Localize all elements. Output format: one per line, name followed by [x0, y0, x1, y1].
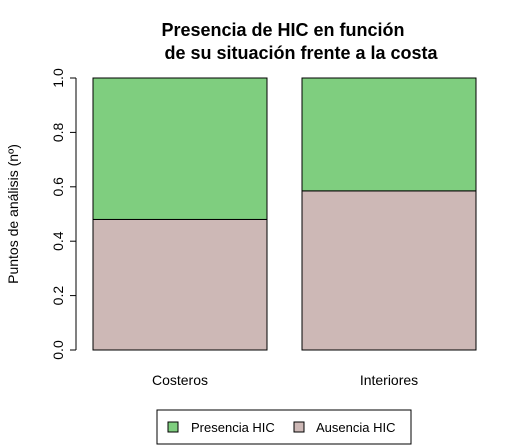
y-tick-label: 0.6	[50, 177, 66, 197]
y-tick-label: 1.0	[50, 68, 66, 88]
bar-interiores-ausencia-hic	[301, 190, 477, 351]
legend-box	[156, 409, 412, 445]
legend: Presencia HIC Ausencia HIC	[156, 409, 412, 445]
bars	[92, 77, 477, 351]
y-tick-label: 0.2	[50, 286, 66, 306]
legend-swatch-presencia	[167, 421, 179, 433]
legend-label-presencia: Presencia HIC	[191, 420, 275, 435]
bar-interiores-presencia-hic	[301, 77, 477, 192]
x-category-label: Interiores	[360, 372, 418, 388]
x-axis-labels: Costeros Interiores	[152, 372, 418, 388]
y-tick-label: 0.8	[50, 122, 66, 142]
y-tick-label: 0.0	[50, 340, 66, 360]
legend-label-ausencia: Ausencia HIC	[316, 420, 395, 435]
y-axis: 0.0 0.2 0.4 0.6 0.8 1.0	[50, 68, 77, 360]
bar-costeros-presencia-hic	[92, 77, 268, 220]
x-category-label: Costeros	[152, 372, 208, 388]
bar-costeros-ausencia-hic	[92, 218, 268, 351]
chart-title-line2: de su situación frente a la costa	[164, 43, 438, 63]
y-axis-label: Puntos de análisis (nº)	[5, 144, 21, 284]
y-tick-label: 0.4	[50, 231, 66, 251]
chart-title-line1: Presencia de HIC en función	[161, 20, 404, 40]
legend-swatch-ausencia	[293, 421, 305, 433]
